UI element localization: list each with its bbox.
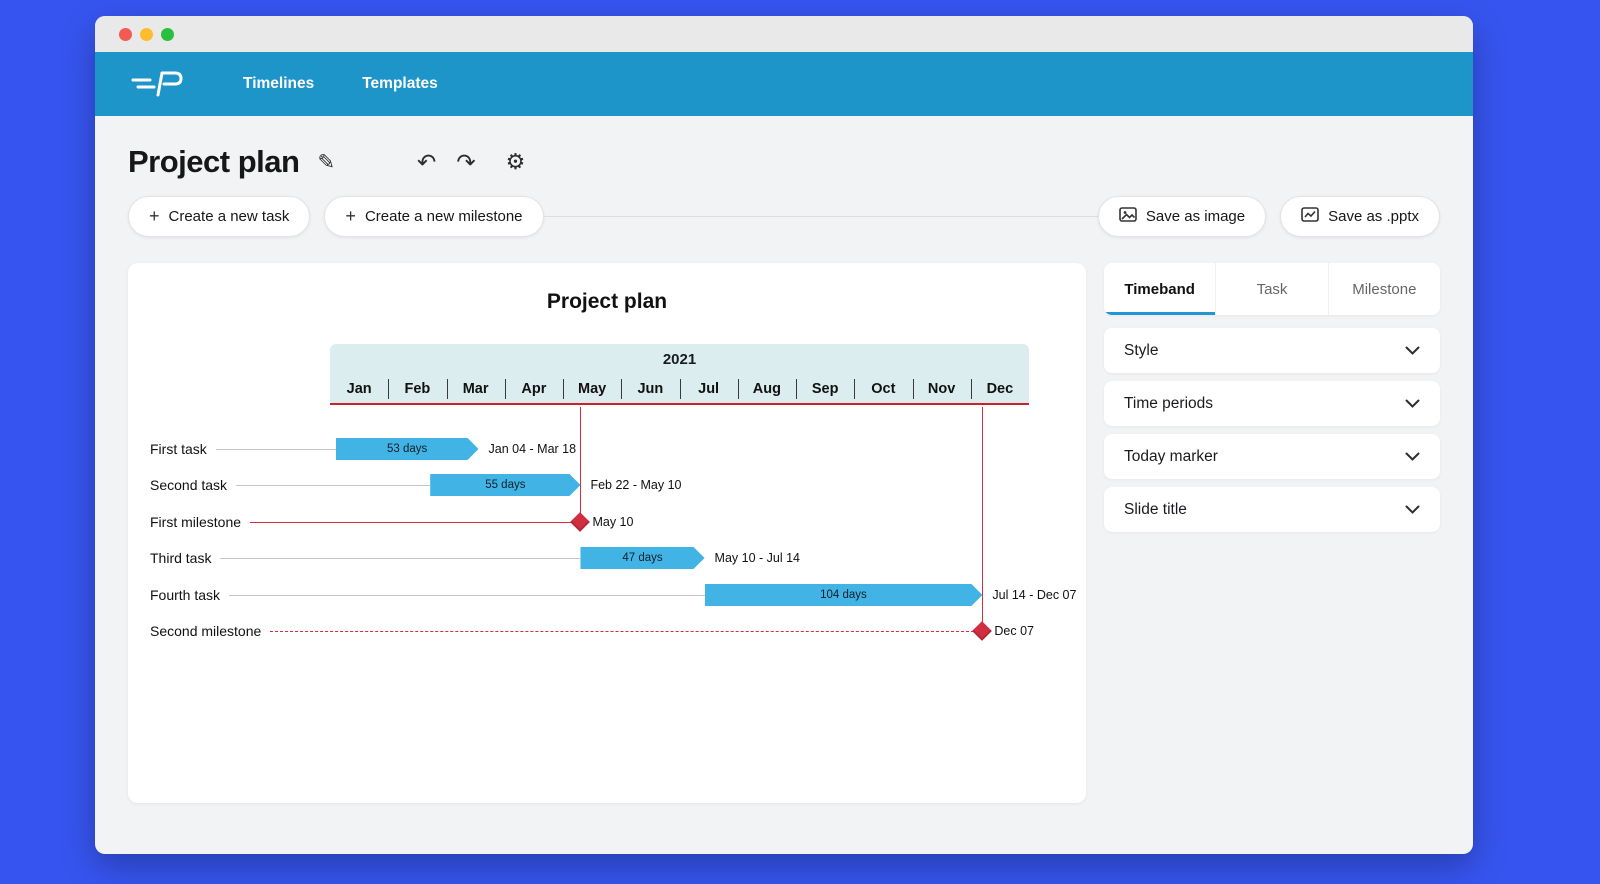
app-logo-icon[interactable]	[131, 68, 185, 100]
page-content: Project plan ✎ ↶ ↷ ⚙ + Create a new task…	[95, 144, 1473, 854]
milestone-marker[interactable]	[972, 621, 993, 641]
task-bar[interactable]: 47 days	[580, 547, 704, 569]
timeband[interactable]: 2021 Jan Feb Mar Apr May Jun Jul Aug Sep Oct Nov De…	[330, 344, 1029, 405]
task-bar[interactable]: 53 days	[336, 438, 479, 460]
tab-task[interactable]: Task	[1215, 263, 1327, 315]
page-title: Project plan	[128, 144, 300, 179]
leader-line	[236, 485, 431, 486]
chevron-down-icon	[1405, 448, 1420, 466]
timeline-row: Second milestone Dec 07	[128, 618, 1086, 644]
accordion-label: Style	[1124, 341, 1159, 359]
plus-icon: +	[149, 206, 160, 226]
task-bar[interactable]: 104 days	[705, 584, 983, 606]
timeline-row: First task 53 days Jan 04 - Mar 18	[128, 436, 1086, 462]
month-label: Jul	[679, 375, 738, 403]
accordion-label: Time periods	[1124, 394, 1214, 412]
task-dates: Feb 22 - May 10	[590, 478, 682, 492]
slide-title[interactable]: Project plan	[546, 290, 668, 313]
image-icon	[1119, 207, 1137, 226]
timeband-year-label: 2021	[330, 344, 1029, 375]
app-window: Timelines Templates Project plan ✎ ↶ ↷ ⚙…	[95, 16, 1473, 854]
save-image-label: Save as image	[1145, 208, 1246, 225]
milestone-connector-line	[981, 407, 983, 631]
leader-line	[216, 449, 336, 450]
nav-item-timelines[interactable]: Timelines	[243, 75, 315, 92]
save-pptx-label: Save as .pptx	[1328, 208, 1419, 225]
milestone-date: Dec 07	[994, 624, 1034, 638]
timeline-row: Second task 55 days Feb 22 - May 10	[128, 472, 1086, 498]
create-milestone-label: Create a new milestone	[364, 208, 523, 225]
accordion-label: Slide title	[1124, 500, 1187, 518]
toolbar: + Create a new task + Create a new miles…	[128, 196, 1440, 237]
accordion-today-marker[interactable]: Today marker	[1104, 434, 1440, 479]
tab-timeband[interactable]: Timeband	[1104, 263, 1216, 315]
chevron-down-icon	[1405, 501, 1420, 519]
main-area: Project plan 2021 Jan Feb Mar Apr May Jun Jul A…	[128, 263, 1440, 803]
top-navbar: Timelines Templates	[95, 52, 1473, 116]
timeline-canvas: Project plan 2021 Jan Feb Mar Apr May Jun Jul A…	[128, 263, 1086, 803]
create-task-button[interactable]: + Create a new task	[128, 196, 311, 237]
save-as-pptx-button[interactable]: Save as .pptx	[1280, 196, 1440, 237]
nav-item-templates[interactable]: Templates	[362, 75, 438, 92]
toolbar-divider-line	[543, 216, 1098, 217]
task-bar[interactable]: 55 days	[430, 474, 580, 496]
month-label: Aug	[737, 375, 796, 403]
milestone-date: May 10	[592, 515, 634, 529]
month-label: Oct	[854, 375, 912, 403]
row-label[interactable]: First milestone	[150, 514, 242, 530]
page-header: Project plan ✎ ↶ ↷ ⚙	[128, 144, 1473, 180]
month-label: Nov	[912, 375, 971, 403]
row-label[interactable]: Second task	[150, 477, 228, 493]
month-label: Feb	[388, 375, 446, 403]
row-label[interactable]: First task	[150, 441, 207, 457]
month-label: Sep	[796, 375, 854, 403]
minimize-window-button[interactable]	[140, 27, 153, 41]
redo-icon[interactable]: ↷	[456, 148, 476, 175]
timeband-months: Jan Feb Mar Apr May Jun Jul Aug Sep Oct Nov Dec	[330, 375, 1029, 405]
window-titlebar	[95, 16, 1473, 52]
month-label: Apr	[504, 375, 563, 403]
tab-milestone[interactable]: Milestone	[1327, 263, 1440, 315]
settings-panel: Timeband Task Milestone Style Time periods T…	[1104, 263, 1440, 803]
accordion-label: Today marker	[1124, 447, 1218, 465]
month-label: Mar	[446, 375, 505, 403]
create-milestone-button[interactable]: + Create a new milestone	[324, 196, 544, 237]
accordion-slide-title[interactable]: Slide title	[1104, 487, 1440, 532]
close-window-button[interactable]	[119, 27, 132, 41]
leader-line	[229, 595, 705, 596]
row-label[interactable]: Third task	[150, 550, 212, 566]
month-label: Dec	[970, 375, 1029, 403]
timeline-rows: First task 53 days Jan 04 - Mar 18 Second t…	[128, 263, 1086, 803]
panel-sections: Style Time periods Today marker Slide title	[1104, 315, 1440, 532]
month-label: Jan	[346, 381, 372, 397]
plus-icon: +	[345, 206, 356, 226]
timeline-row: Fourth task 104 days Jul 14 - Dec 07	[128, 582, 1086, 608]
milestone-marker[interactable]	[570, 512, 591, 532]
row-label[interactable]: Second milestone	[150, 623, 262, 639]
undo-icon[interactable]: ↶	[417, 148, 437, 175]
task-dates: Jul 14 - Dec 07	[992, 588, 1077, 602]
edit-title-icon[interactable]: ✎	[317, 150, 336, 174]
leader-line	[270, 631, 975, 632]
save-as-image-button[interactable]: Save as image	[1097, 196, 1267, 237]
leader-line	[250, 522, 573, 523]
row-label[interactable]: Fourth task	[150, 587, 221, 603]
chevron-down-icon	[1405, 395, 1420, 413]
month-label: May	[563, 375, 621, 403]
month-label: Jun	[621, 375, 679, 403]
settings-gear-icon[interactable]: ⚙	[505, 149, 526, 174]
maximize-window-button[interactable]	[161, 27, 174, 41]
accordion-time-periods[interactable]: Time periods	[1104, 381, 1440, 426]
panel-tabs: Timeband Task Milestone	[1104, 263, 1440, 315]
accordion-style[interactable]: Style	[1104, 328, 1440, 373]
chevron-down-icon	[1405, 342, 1420, 360]
milestone-connector-line	[579, 407, 581, 522]
timeline-row: First milestone May 10	[128, 509, 1086, 535]
task-dates: May 10 - Jul 14	[714, 551, 801, 565]
create-task-label: Create a new task	[168, 208, 290, 225]
leader-line	[220, 558, 581, 559]
task-dates: Jan 04 - Mar 18	[488, 442, 577, 456]
presentation-icon	[1301, 207, 1319, 226]
timeline-row: Third task 47 days May 10 - Jul 14	[128, 545, 1086, 571]
